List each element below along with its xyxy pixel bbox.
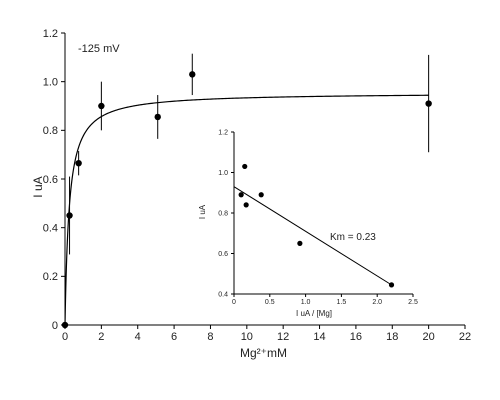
- inset-y-tick-label: 0.6: [218, 251, 228, 258]
- inset-data-point: [258, 192, 264, 198]
- inset-y-tick-label: 1.2: [218, 129, 228, 136]
- main-x-label: Mg²⁺mM: [240, 346, 287, 360]
- main-x-tick-label: 10: [241, 331, 253, 343]
- inset-chart: 0 0.5 1.0 1.5 2.0 2.5 0.4 0.6 0.8 1.0 1.2 Km = 0.…: [198, 129, 418, 318]
- main-x-ticks: 0 2 4 6 8 10 12 14 16 18 20 22: [62, 325, 471, 343]
- inset-data-point: [243, 202, 249, 208]
- main-y-tick-label: 0.2: [43, 271, 58, 283]
- main-x-tick-label: 6: [171, 331, 177, 343]
- main-data-point: [61, 321, 69, 329]
- inset-fit-line: [233, 186, 392, 286]
- inset-y-ticks: 0.4 0.6 0.8 1.0 1.2: [218, 129, 234, 298]
- inset-x-tick-label: 2.5: [408, 299, 418, 306]
- inset-y-tick-label: 1.0: [218, 170, 228, 177]
- main-x-tick-label: 4: [135, 331, 141, 343]
- main-x-tick-label: 0: [62, 331, 68, 343]
- inset-data-point: [238, 192, 244, 198]
- main-y-tick-label: 1.0: [43, 77, 58, 89]
- inset-x-label: I uA / [Mg]: [296, 309, 332, 318]
- main-chart: 0 2 4 6 8 10 12 14 16 18 20 22 00.20.40.60.81.01.2 …: [31, 28, 471, 360]
- main-y-ticks: 0 0.2 0.4 0.6 0.8 1.0 1.2: [43, 28, 65, 332]
- main-x-tick-label: 8: [207, 331, 213, 343]
- main-y-tick-label: 0.4: [43, 223, 58, 235]
- inset-data-point: [388, 282, 395, 288]
- main-data-point: [189, 71, 196, 78]
- inset-x-tick-label: 0.5: [265, 299, 275, 306]
- inset-x-tick-label: 2.0: [372, 299, 382, 306]
- inset-data-point: [242, 163, 248, 170]
- inset-x-ticks: 0 0.5 1.0 1.5 2.0 2.5: [232, 294, 418, 306]
- inset-data-points: [238, 163, 395, 288]
- inset-x-tick-label: 1.0: [301, 299, 311, 306]
- main-y-tick-label: 0.6: [43, 174, 58, 186]
- main-x-tick-label: 14: [313, 331, 325, 343]
- main-annotation: -125 mV: [78, 43, 120, 55]
- main-x-tick-label: 18: [386, 331, 398, 343]
- main-data-point: [425, 100, 432, 107]
- main-x-tick-label: 2: [98, 331, 104, 343]
- inset-y-label: I uA: [198, 204, 207, 219]
- main-x-tick-label: 22: [459, 331, 471, 343]
- main-data-point: [98, 102, 105, 110]
- main-data-point: [154, 113, 161, 121]
- main-x-tick-label: 20: [423, 331, 435, 343]
- inset-y-tick-label: 0.8: [218, 210, 228, 217]
- main-data-point: [66, 212, 73, 219]
- main-x-tick-label: 12: [277, 331, 289, 343]
- inset-x-tick-label: 1.5: [337, 299, 347, 306]
- main-x-tick-label: 16: [350, 331, 362, 343]
- main-y-tick-label: 1.2: [43, 28, 58, 40]
- main-y-label: I uA: [31, 176, 45, 197]
- main-data-points: [61, 53, 432, 329]
- inset-x-tick-label: 0: [232, 299, 236, 306]
- main-fit-curve: [64, 94, 429, 325]
- inset-annotation: Km = 0.23: [330, 232, 376, 243]
- main-data-point: [75, 159, 82, 167]
- main-y-tick-label: 0: [52, 320, 58, 332]
- inset-data-point: [297, 240, 303, 246]
- inset-y-tick-label: 0.4: [218, 291, 228, 298]
- main-y-tick-label: 0.8: [43, 125, 58, 137]
